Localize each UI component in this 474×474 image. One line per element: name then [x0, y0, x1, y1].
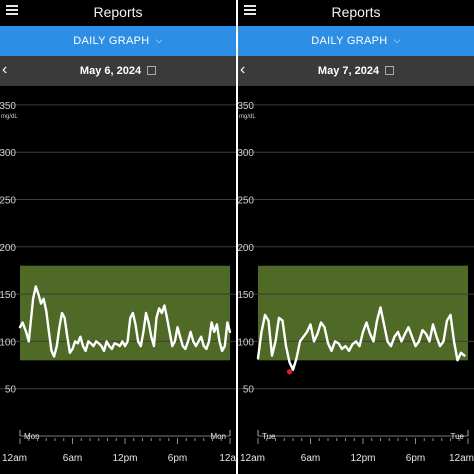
date-navigator: ‹ May 6, 2024: [0, 56, 236, 86]
low-glucose-marker: [286, 369, 293, 375]
date-label: May 7, 2024: [317, 65, 380, 77]
daily-graph-dropdown[interactable]: DAILY GRAPH ⌵: [0, 26, 236, 56]
x-tick-label: 12pm: [112, 453, 137, 464]
chevron-down-icon: ⌵: [393, 35, 401, 45]
daily-graph-label: DAILY GRAPH ⌵: [0, 35, 236, 47]
y-tick-label: 200: [238, 243, 254, 254]
daily-graph-label-text: DAILY GRAPH: [73, 35, 150, 47]
x-tick-label: 6am: [63, 453, 82, 464]
x-tick-label: 6am: [301, 453, 320, 464]
y-tick-label: 100: [238, 337, 254, 348]
chevron-left-icon[interactable]: ‹: [2, 61, 8, 78]
day-label: Tue: [451, 432, 465, 441]
y-tick-label: 300: [0, 148, 16, 159]
app-bar: Reports: [238, 0, 474, 26]
y-tick-label: 50: [243, 385, 255, 396]
daily-graph-label: DAILY GRAPH ⌵: [238, 35, 474, 47]
y-axis-unit: mg/dL: [1, 114, 18, 120]
y-tick-label: 200: [0, 243, 16, 254]
chevron-left-icon[interactable]: ‹: [240, 61, 246, 78]
app-title: Reports: [331, 4, 381, 20]
calendar-icon[interactable]: [385, 66, 395, 75]
daily-graph-panel-may-6: Reports DAILY GRAPH ⌵ ‹ May 6, 2024 50 100…: [0, 0, 236, 474]
chevron-down-icon: ⌵: [155, 35, 163, 45]
daily-graph-panel-may-7: Reports DAILY GRAPH ⌵ ‹ May 7, 2024 50 100…: [238, 0, 474, 474]
app-bar: Reports: [0, 0, 236, 26]
hamburger-menu-icon[interactable]: [6, 5, 18, 15]
y-tick-label: 350: [238, 101, 254, 112]
x-tick-label: 12am: [449, 453, 474, 464]
day-label: Mon: [24, 432, 40, 441]
date-navigator: ‹ May 7, 2024: [238, 56, 474, 86]
daily-graph-label-text: DAILY GRAPH: [311, 35, 388, 47]
x-tick-label: 12am: [240, 453, 265, 464]
y-tick-label: 300: [238, 148, 254, 159]
y-tick-label: 150: [238, 290, 254, 301]
y-tick-label: 50: [5, 385, 17, 396]
glucose-trace: [256, 306, 466, 371]
x-tick-label: 12pm: [350, 453, 375, 464]
date-label: May 6, 2024: [79, 65, 142, 77]
daily-graph-dropdown[interactable]: DAILY GRAPH ⌵: [238, 26, 474, 56]
y-tick-label: 100: [0, 337, 16, 348]
y-tick-label: 150: [0, 290, 16, 301]
y-tick-label: 250: [0, 196, 16, 207]
y-axis-unit: mg/dL: [239, 114, 256, 120]
target-range-band: [258, 265, 468, 361]
y-tick-label: 250: [238, 196, 254, 207]
glucose-chart: 50 100 150 200 250 300 350 mg/dL 12am 6am 12pm 6pm 1…: [238, 101, 474, 464]
glucose-chart: 50 100 150 200 250 300 350 mg/dL 12am 6am 12pm 6pm 1…: [0, 101, 236, 464]
x-tick-label: 6pm: [406, 453, 425, 464]
app-title: Reports: [93, 4, 143, 20]
y-tick-label: 350: [0, 101, 16, 112]
hamburger-menu-icon[interactable]: [244, 5, 256, 15]
calendar-icon[interactable]: [147, 66, 157, 75]
date-picker[interactable]: May 7, 2024: [238, 65, 474, 77]
day-label: Mon: [210, 432, 226, 441]
x-tick-label: 12am: [2, 453, 27, 464]
day-label: Tue: [262, 432, 276, 441]
glucose-trace: [18, 285, 232, 358]
x-tick-label: 6pm: [168, 453, 187, 464]
x-tick-label: 12a: [219, 453, 236, 464]
date-picker[interactable]: May 6, 2024: [0, 65, 236, 77]
